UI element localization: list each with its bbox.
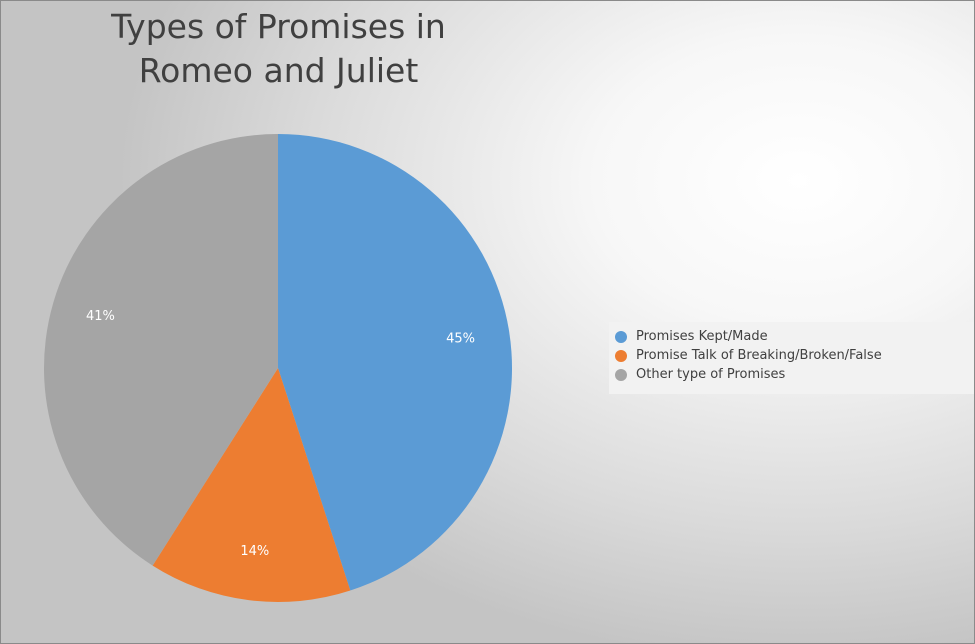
pie-slice-other [43,134,278,566]
chart-title-line-2: Romeo and Juliet [138,51,419,90]
pie-slice-breaking [152,368,351,602]
legend-swatch-other [615,368,627,381]
legend-swatch-breaking [615,349,627,362]
pie-label-other: 41% [86,309,115,324]
legend-label-breaking: Promise Talk of Breaking/Broken/False [636,348,882,363]
legend-item-other: Other type of Promises [615,365,974,384]
legend-item-kept-made: Promises Kept/Made [615,327,974,346]
pie-slice-kept-made [278,134,513,591]
chart-title: Types of Promises in Romeo and Juliet [1,5,556,93]
chart-legend: Promises Kept/Made Promise Talk of Break… [609,322,974,394]
legend-swatch-kept-made [615,330,627,343]
legend-label-other: Other type of Promises [636,367,786,382]
pie-label-breaking: 14% [240,544,269,559]
pie-label-kept-made: 45% [446,332,475,347]
legend-item-breaking: Promise Talk of Breaking/Broken/False [615,346,974,365]
legend-label-kept-made: Promises Kept/Made [636,329,768,344]
chart-title-line-1: Types of Promises in [111,7,446,46]
